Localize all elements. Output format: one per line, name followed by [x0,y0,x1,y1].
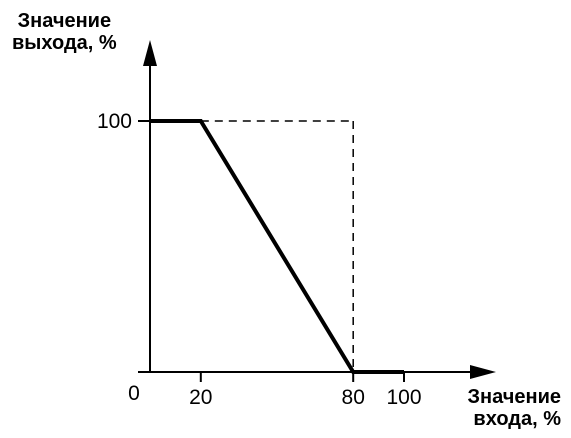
guide-lines [200,120,354,372]
y-axis-title-line-1: Значение [17,10,112,32]
tick-marks [138,120,405,382]
y-tick-label-100: 100 [97,110,132,133]
x-axis-arrowhead [470,365,496,379]
x-axis-title: Значение входа, % [468,386,561,430]
x-axis [138,365,496,379]
y-axis [143,40,157,372]
x-axis-title-line-2: входа, % [473,408,561,430]
series-line-0 [150,119,404,374]
x-tick-label-100: 100 [386,386,421,409]
series [150,119,404,374]
y-axis-title-line-2: выхода, % [12,32,117,54]
y-axis-arrowhead [143,40,157,66]
y-axis-title: Значение выхода, % [12,10,117,54]
tick-labels: 0 100 20 80 100 [97,110,422,409]
x-axis-title-line-1: Значение [467,386,561,408]
origin-label: 0 [128,382,140,405]
x-tick-label-80: 80 [342,386,365,409]
x-tick-label-20: 20 [189,386,212,409]
